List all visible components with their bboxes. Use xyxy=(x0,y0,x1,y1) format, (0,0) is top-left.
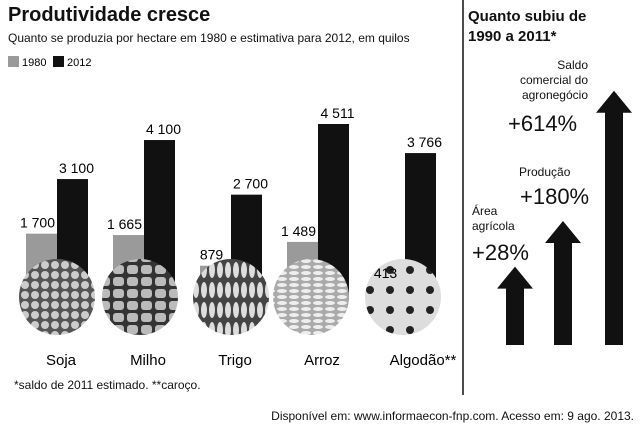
photo-trigo xyxy=(193,259,269,335)
category-label: Soja xyxy=(46,352,77,369)
source: Disponível em: www.informaecon-fnp.com. … xyxy=(271,409,634,423)
legend-swatch xyxy=(8,56,19,67)
photo-algodao xyxy=(365,259,441,335)
category-label: Arroz xyxy=(304,352,340,369)
photo-milho xyxy=(102,259,178,335)
arrow xyxy=(545,221,581,345)
panel-title: Quanto subiu de 1990 a 2011* xyxy=(468,8,587,45)
arrow xyxy=(497,266,533,345)
value-label: 1 489 xyxy=(281,223,316,239)
category-label: Trigo xyxy=(218,352,252,369)
photo-soja xyxy=(19,259,95,335)
legend-label: 2012 xyxy=(67,57,91,69)
value-label: 1 665 xyxy=(107,216,142,232)
arrow-value-label: +28% xyxy=(472,240,529,265)
value-label: 1 700 xyxy=(20,215,55,231)
value-label: 4 511 xyxy=(321,105,355,121)
photos xyxy=(19,259,441,335)
arrow xyxy=(596,90,632,345)
legend-swatch xyxy=(53,56,64,67)
value-label: 3 766 xyxy=(407,134,442,150)
value-label: 3 100 xyxy=(59,160,94,176)
value-label: 413 xyxy=(374,265,398,281)
value-label: 4 100 xyxy=(146,121,181,137)
value-label: 2 700 xyxy=(233,176,268,192)
category-label: Milho xyxy=(130,352,166,369)
footnote: *saldo de 2011 estimado. **caroço. xyxy=(14,378,201,392)
value-label: 879 xyxy=(200,247,224,263)
arrow-label: Produção xyxy=(519,165,571,179)
arrow-label: Área agrícola xyxy=(472,204,515,233)
photo-arroz xyxy=(273,259,349,335)
chart-subtitle: Quanto se produzia por hectare em 1980 e… xyxy=(8,31,410,45)
arrow-label: Saldo comercial do agronegócio xyxy=(519,58,588,102)
legend-label: 1980 xyxy=(22,57,46,69)
chart-title: Produtividade cresce xyxy=(8,4,211,26)
arrow-value-label: +180% xyxy=(520,184,590,209)
arrow-value-label: +614% xyxy=(508,111,578,136)
category-label: Algodão** xyxy=(390,352,457,369)
